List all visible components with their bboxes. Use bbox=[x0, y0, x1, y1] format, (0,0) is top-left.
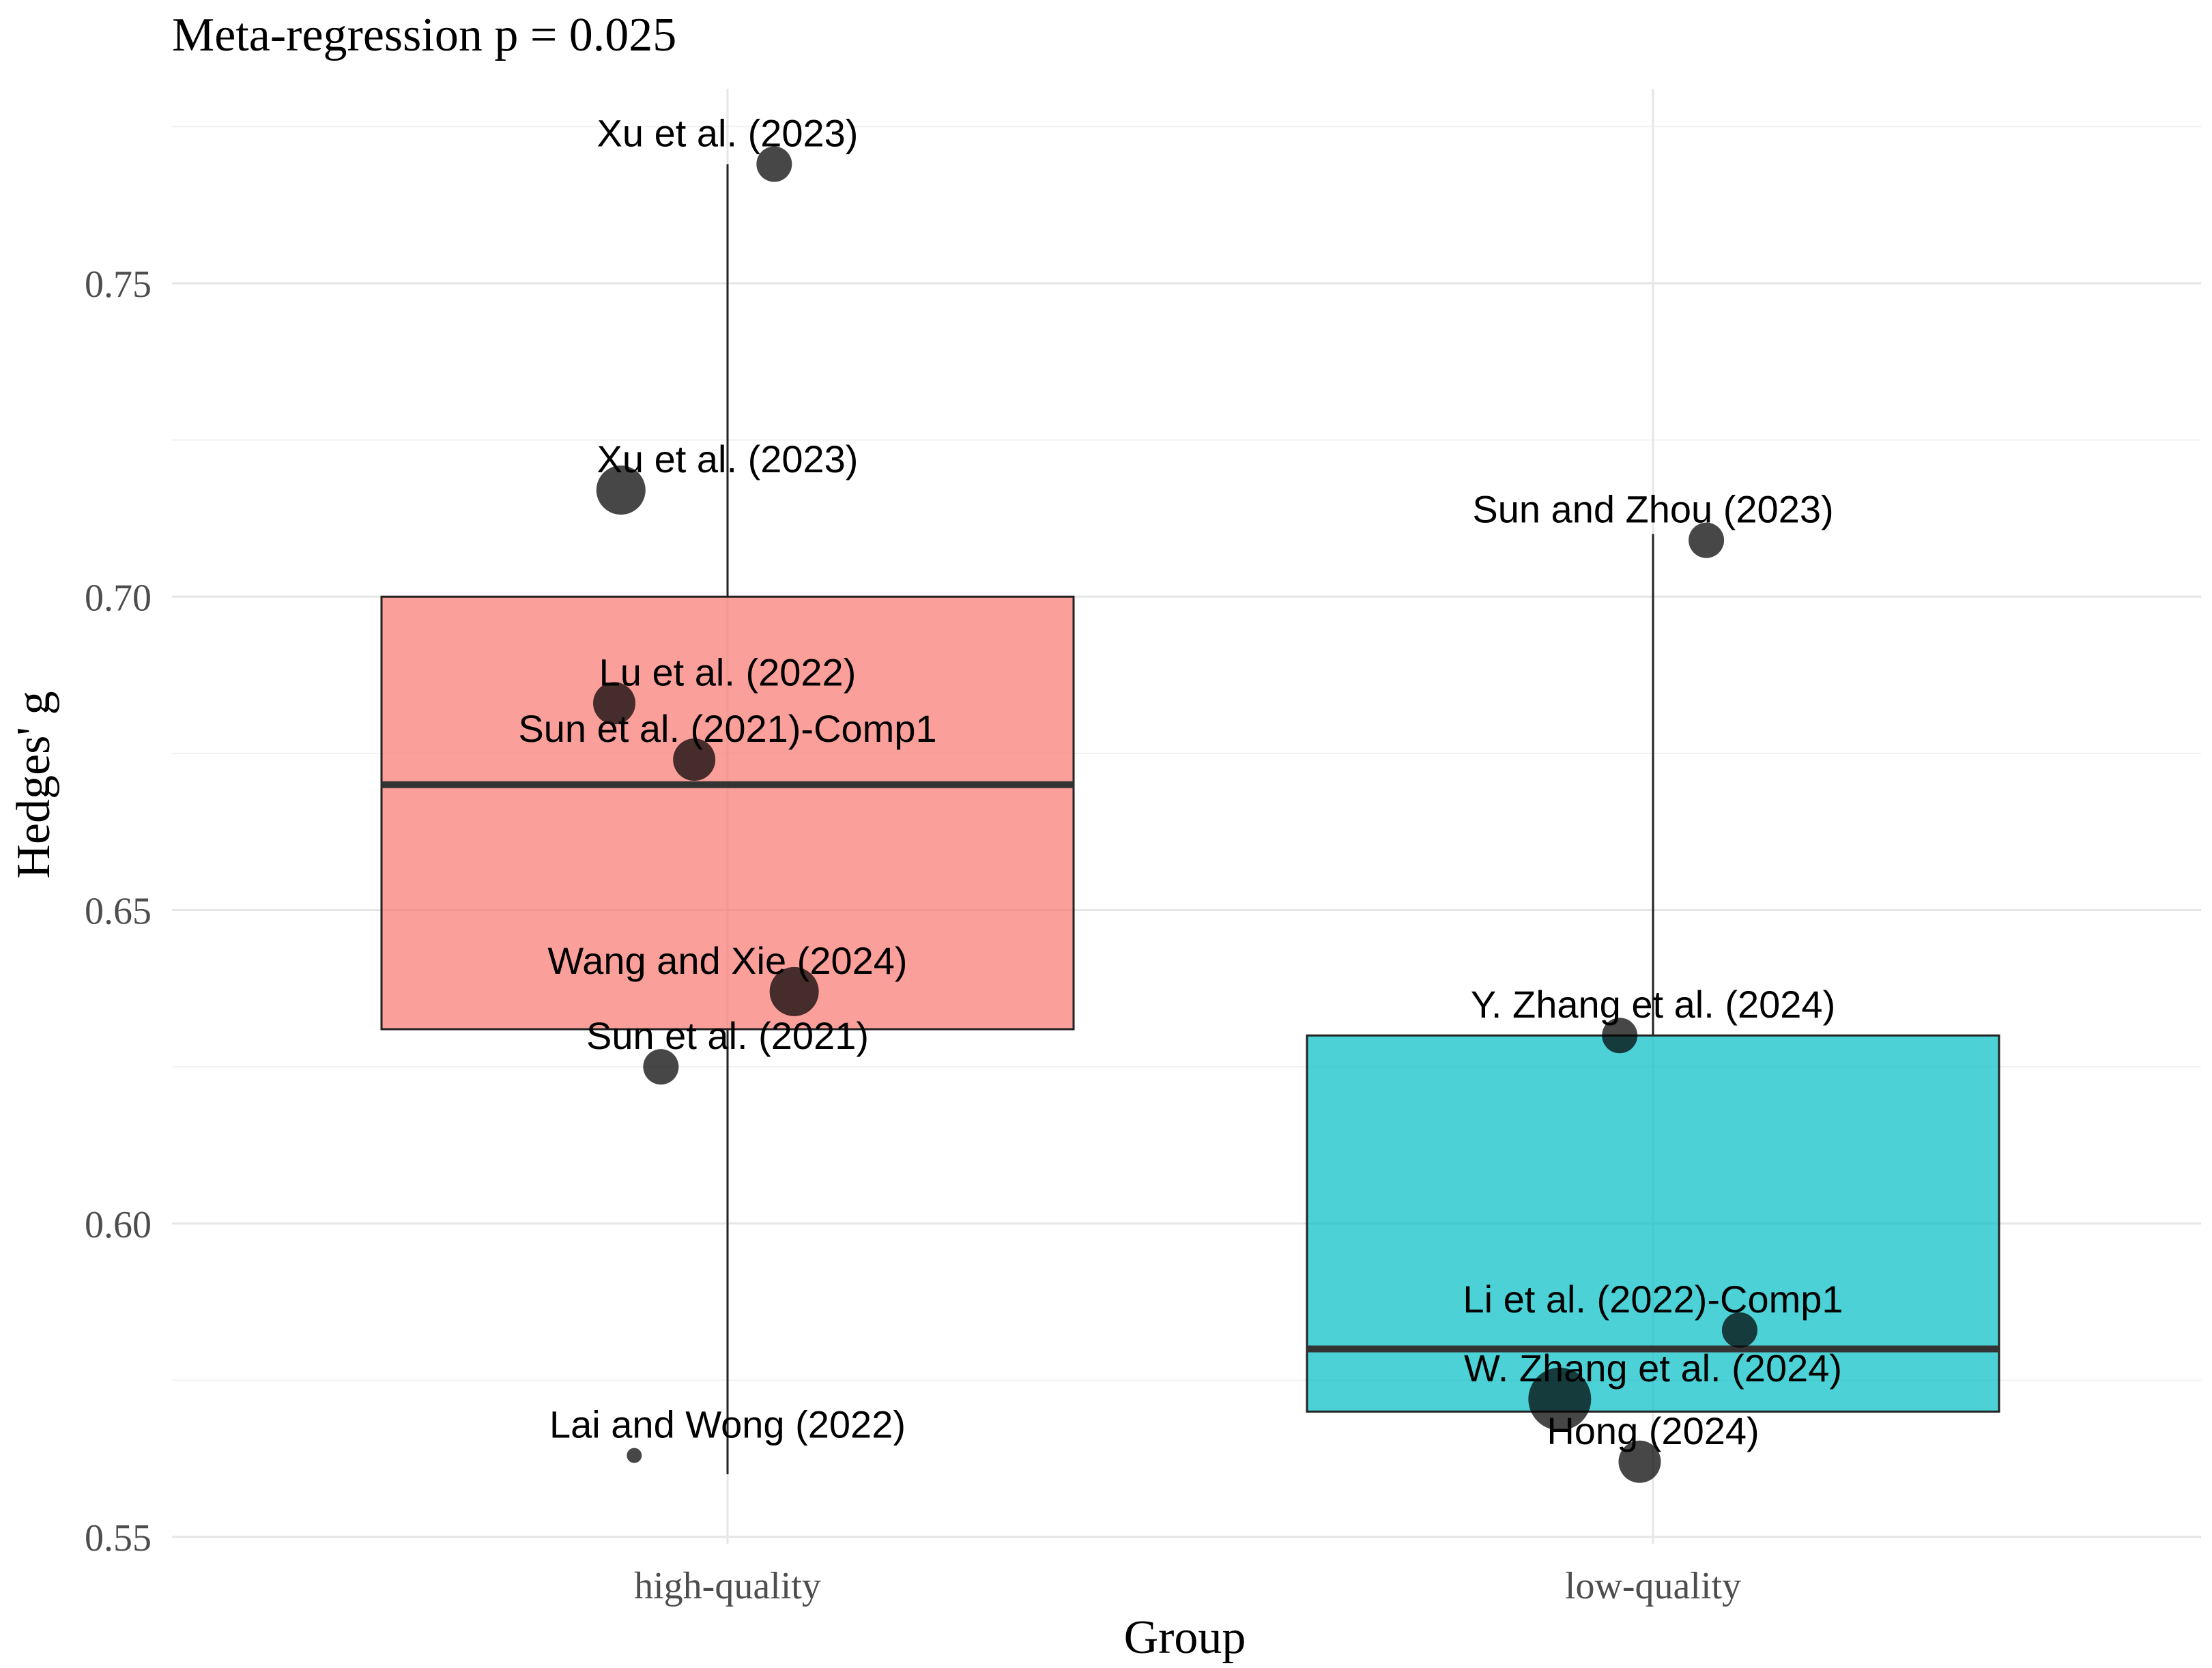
x-axis-title: Group bbox=[1124, 1611, 1246, 1664]
boxes bbox=[380, 164, 2000, 1475]
point-label: Lai and Wong (2022) bbox=[549, 1403, 906, 1446]
box-high-quality bbox=[380, 595, 1075, 1031]
y-tick-label: 0.60 bbox=[85, 1204, 152, 1246]
point-label: Y. Zhang et al. (2024) bbox=[1471, 983, 1835, 1026]
data-point bbox=[1528, 1367, 1592, 1430]
data-point bbox=[769, 966, 819, 1016]
point-label: Lu et al. (2022) bbox=[599, 650, 857, 693]
data-point bbox=[627, 1448, 642, 1463]
points bbox=[593, 146, 1757, 1483]
point-labels: Xu et al. (2023) Xu et al. (2023) Lu et al… bbox=[518, 111, 1843, 1452]
point-label: W. Zhang et al. (2024) bbox=[1464, 1347, 1842, 1390]
data-point bbox=[593, 682, 636, 725]
y-tick-label: 0.70 bbox=[85, 577, 152, 619]
point-label: Hong (2024) bbox=[1547, 1409, 1759, 1452]
data-point bbox=[673, 738, 716, 781]
x-tick-label: high-quality bbox=[634, 1565, 821, 1607]
point-label: Xu et al. (2023) bbox=[597, 111, 859, 154]
data-point bbox=[1618, 1440, 1661, 1483]
x-tick-label: low-quality bbox=[1565, 1565, 1741, 1607]
point-label: Sun and Zhou (2023) bbox=[1472, 488, 1833, 531]
data-point bbox=[1689, 522, 1725, 558]
chart-title: Meta-regression p = 0.025 bbox=[172, 9, 676, 61]
y-tick-label: 0.55 bbox=[85, 1517, 152, 1559]
y-tick-label: 0.65 bbox=[85, 891, 152, 933]
y-tick-label: 0.75 bbox=[85, 263, 152, 306]
data-point bbox=[1721, 1312, 1757, 1348]
data-point bbox=[643, 1049, 679, 1085]
data-point bbox=[596, 465, 646, 515]
point-label: Sun et al. (2021) bbox=[586, 1014, 869, 1057]
point-label: Sun et al. (2021)-Comp1 bbox=[518, 707, 936, 750]
data-point bbox=[756, 146, 792, 182]
point-label: Li et al. (2022)-Comp1 bbox=[1463, 1278, 1843, 1321]
data-point bbox=[1602, 1018, 1638, 1054]
axes: 0.55 0.60 0.65 0.70 0.75 high-quality low-qual… bbox=[85, 263, 1741, 1607]
y-axis-title: Hedges' g bbox=[8, 691, 60, 878]
point-label: Xu et al. (2023) bbox=[597, 437, 859, 480]
point-label: Wang and Xie (2024) bbox=[547, 939, 907, 982]
